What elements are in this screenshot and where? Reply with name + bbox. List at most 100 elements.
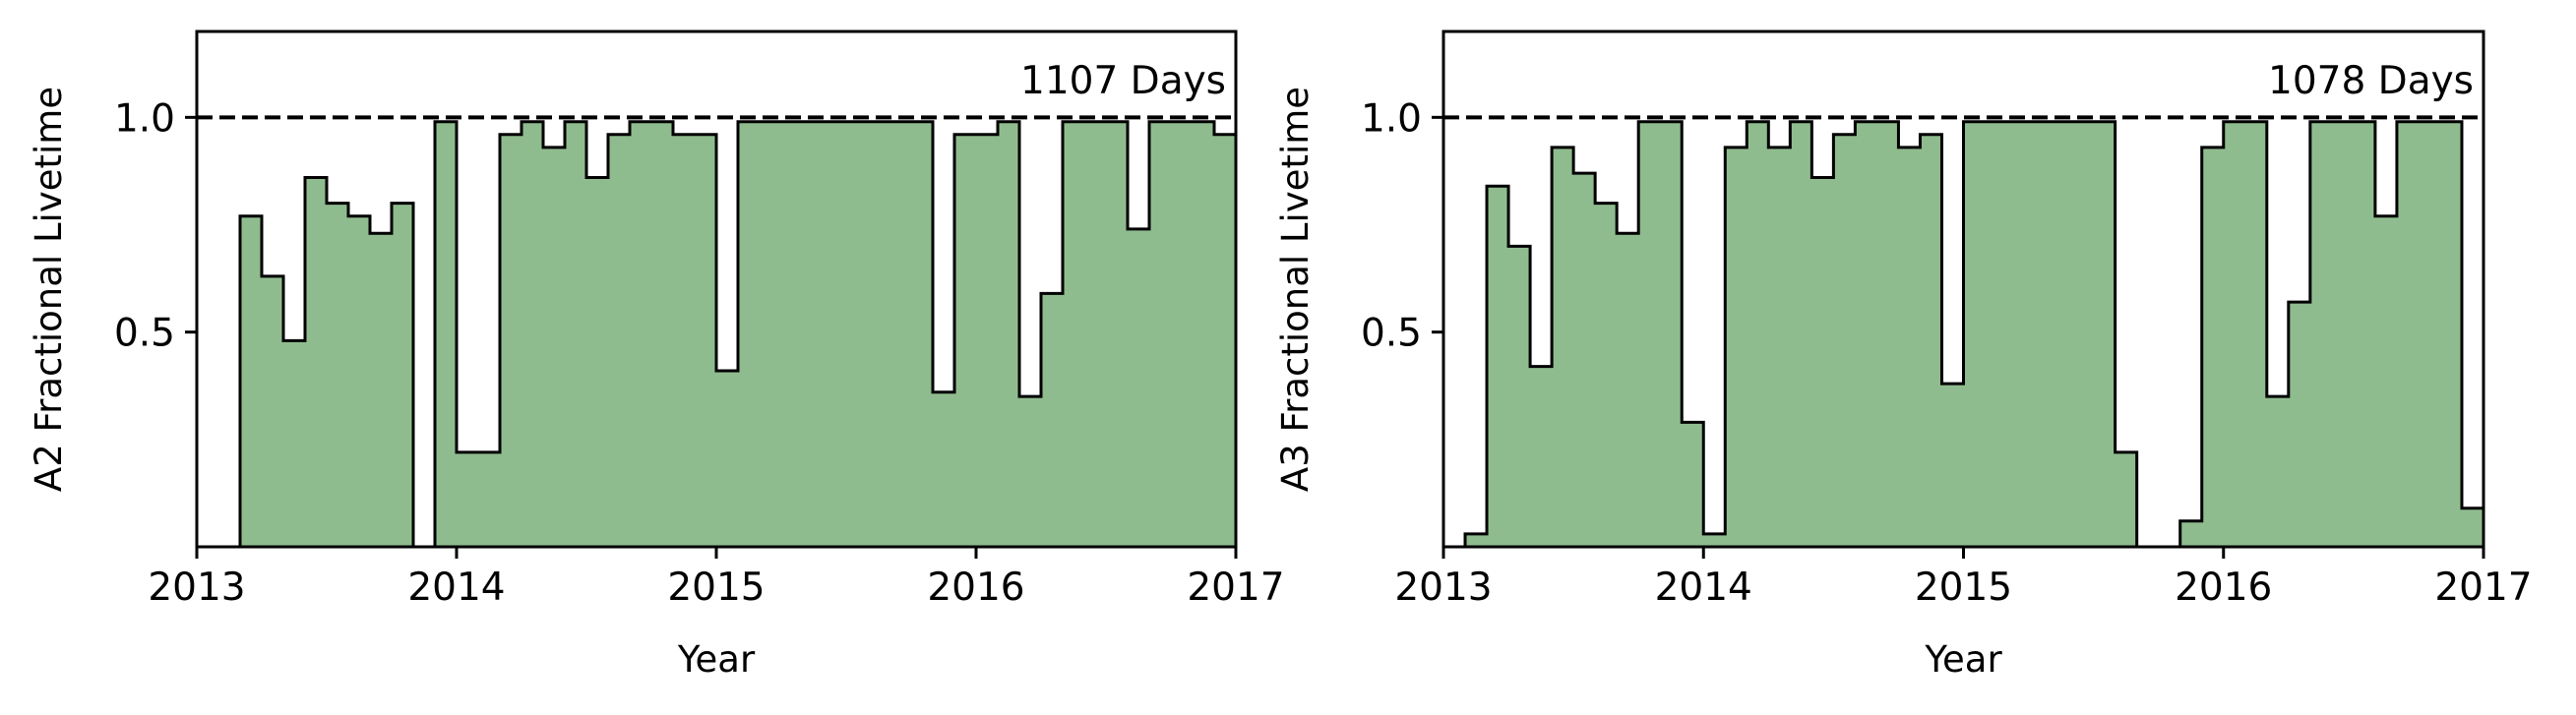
livetime-bar (565, 121, 587, 547)
chart-panel-2: 2013 2014 2015 2016 2017 0.5 1.0 Year A3 Fractio… (1274, 30, 2533, 681)
x-tick-label: 2013 (1394, 566, 1492, 610)
livetime-bar (1725, 147, 1748, 547)
livetime-bar (1747, 121, 1769, 547)
x-tick-label: 2014 (1655, 566, 1752, 610)
livetime-bar (1552, 147, 1574, 547)
livetime-bar (283, 340, 306, 547)
livetime-step-outline (1443, 120, 2485, 549)
livetime-bar (2223, 121, 2246, 547)
livetime-bar (608, 134, 631, 548)
x-tick-label: 2016 (2175, 566, 2272, 610)
y-axis-title: A3 Fractional Livetime (1274, 87, 1317, 492)
livetime-bar (586, 177, 609, 547)
livetime-bar (2093, 121, 2116, 547)
livetime-bar (2115, 451, 2138, 547)
livetime-bar (2266, 396, 2290, 547)
y-tick-label: 1.0 (1361, 96, 1422, 141)
livetime-bar (1214, 134, 1237, 548)
livetime-bar (392, 203, 414, 547)
livetime-bar (1876, 121, 1900, 547)
livetime-bar (1941, 384, 1965, 547)
livetime-bar (716, 370, 739, 547)
livetime-bar (803, 121, 826, 547)
livetime-bar (1595, 203, 1618, 547)
y-tick-label: 0.5 (1361, 312, 1422, 356)
livetime-bar (1063, 121, 1085, 547)
livetime-bar (2006, 121, 2030, 547)
x-tick-label: 2016 (927, 566, 1024, 610)
livetime-bar (673, 134, 696, 548)
y-tick-label: 1.0 (114, 96, 175, 141)
x-axis-title: Year (677, 638, 756, 681)
livetime-bar (240, 215, 263, 547)
livetime-bar (543, 147, 566, 547)
livetime-bar (1487, 186, 1509, 547)
livetime-bar (630, 121, 652, 547)
x-tick-label: 2015 (1915, 566, 2012, 610)
y-tick-label: 0.5 (114, 312, 175, 356)
x-axis-title: Year (1924, 638, 2002, 681)
livetime-bar (305, 177, 328, 547)
livetime-bar (651, 121, 674, 547)
livetime-bar (1508, 246, 1531, 548)
livetime-bar (1703, 533, 1726, 547)
x-tick-label: 2014 (407, 566, 505, 610)
livetime-bar (1041, 293, 1064, 547)
livetime-bar (760, 121, 782, 547)
livetime-bar (998, 121, 1020, 547)
livetime-bar (846, 121, 869, 547)
livetime-bar (2028, 121, 2052, 547)
livetime-bar (1811, 177, 1834, 547)
livetime-bar (1465, 533, 1488, 547)
livetime-bar (1573, 173, 1596, 547)
livetime-bar (2179, 520, 2203, 547)
livetime-bar (2396, 121, 2420, 547)
livetime-bar (262, 275, 284, 547)
livetime-bar (911, 121, 934, 547)
livetime-bar (1530, 366, 1553, 547)
x-tick-label: 2013 (148, 566, 245, 610)
x-tick-label: 2017 (2434, 566, 2532, 610)
livetime-bar (1084, 121, 1107, 547)
livetime-bar (435, 121, 458, 547)
days-annotation: 1078 Days (2268, 59, 2474, 103)
livetime-bar (1106, 121, 1129, 547)
livetime-bar (2071, 121, 2095, 547)
livetime-bar (1898, 147, 1922, 547)
livetime-bar (1833, 134, 1856, 548)
livetime-bar (954, 134, 977, 548)
chart-panel-1: 2013 2014 2015 2016 2017 0.5 1.0 Year A2 Fractio… (28, 30, 1285, 681)
livetime-bar (478, 451, 501, 547)
livetime-bar (500, 134, 522, 548)
livetime-bar (1019, 396, 1042, 547)
livetime-bar (1617, 233, 1639, 547)
livetime-bar (889, 121, 912, 547)
livetime-bar (933, 391, 955, 547)
livetime-bar (521, 121, 544, 547)
livetime-bars (240, 121, 1237, 548)
livetime-bar (1768, 147, 1791, 547)
livetime-bar (1963, 121, 1987, 547)
x-tick-label: 2015 (667, 566, 765, 610)
livetime-bar (2309, 121, 2333, 547)
livetime-step-outline (197, 120, 1238, 549)
livetime-bar (868, 121, 890, 547)
livetime-bar (2374, 215, 2398, 547)
livetime-bar (1660, 121, 1683, 547)
livetime-bar (1638, 121, 1661, 547)
livetime-bar (825, 121, 847, 547)
livetime-bar (976, 134, 999, 548)
livetime-bar (2353, 121, 2376, 547)
x-tick-label: 2017 (1187, 566, 1284, 610)
livetime-bar (2439, 121, 2463, 547)
livetime-bar (2418, 121, 2441, 547)
livetime-bar (2461, 507, 2484, 547)
livetime-bar (1682, 422, 1704, 547)
livetime-bar (738, 121, 761, 547)
livetime-bar (2331, 121, 2355, 547)
livetime-bar (1128, 228, 1150, 547)
livetime-bar (1985, 121, 2008, 547)
livetime-bar (348, 215, 371, 547)
livetime-bar (1790, 121, 1812, 547)
